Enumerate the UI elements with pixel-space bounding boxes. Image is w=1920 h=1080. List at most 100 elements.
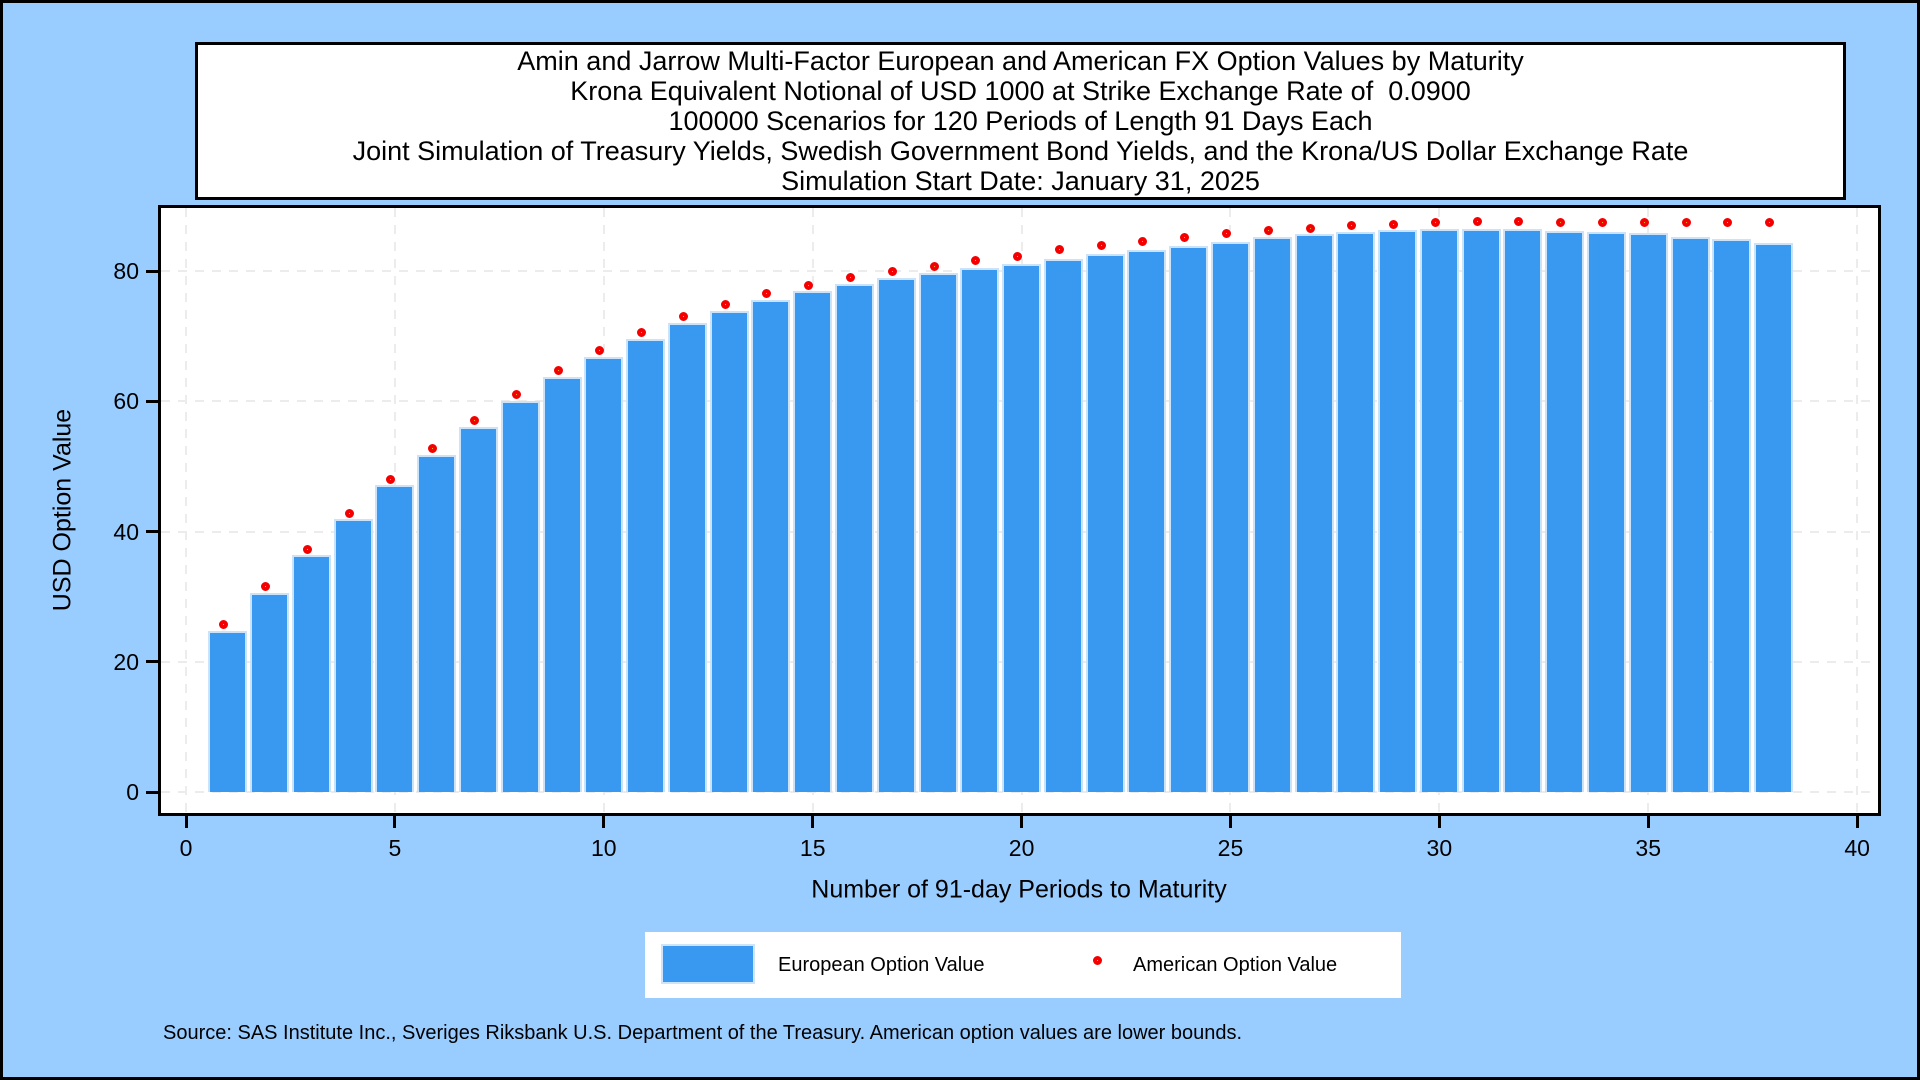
american-marker-period-34 [1597,217,1607,227]
x-tick-label: 10 [591,835,617,861]
american-marker-period-30 [1430,217,1440,227]
bar-period-25 [1210,241,1250,793]
source-note: Source: SAS Institute Inc., Sveriges Rik… [163,1022,1243,1044]
european-bar-swatch-icon [661,944,755,984]
bar-period-18 [918,273,958,793]
bar-period-6 [417,454,457,793]
bar-period-27 [1294,234,1334,793]
bar-period-5 [375,484,415,793]
x-tick-label: 0 [179,835,193,861]
bar-period-24 [1169,246,1209,793]
american-marker-period-13 [720,299,730,309]
bar-period-19 [960,267,1000,793]
y-tick-label: 0 [126,779,139,806]
bar-period-33 [1545,230,1585,793]
legend-label-european: European Option Value [778,954,985,976]
american-marker-period-1 [219,620,229,630]
x-tick-label: 15 [799,835,826,861]
bar-period-31 [1461,229,1501,793]
x-tick [1437,816,1441,828]
american-marker-period-20 [1013,252,1023,262]
x-tick-label: 25 [1217,835,1244,861]
y-tick-label: 20 [113,648,139,675]
y-tick-label: 40 [113,518,139,545]
american-marker-period-24 [1180,232,1190,242]
legend-label-american: American Option Value [1133,954,1338,976]
bar-period-15 [793,291,833,793]
american-marker-period-21 [1054,245,1064,255]
bar-period-29 [1378,230,1418,793]
american-marker-period-8 [511,390,521,400]
bar-period-37 [1712,238,1752,793]
title-line-4: Joint Simulation of Treasury Yields, Swe… [352,136,1689,166]
american-marker-period-10 [595,346,605,356]
american-marker-period-11 [637,327,647,337]
x-tick [602,816,606,828]
american-marker-period-27 [1305,223,1315,233]
plot-area [158,205,1881,816]
american-marker-icon [1093,956,1102,965]
x-gridline [185,208,188,813]
american-marker-period-37 [1723,217,1733,227]
american-marker-period-4 [344,508,354,518]
bar-period-38 [1754,243,1794,793]
x-tick [1228,816,1232,828]
x-tick-label: 35 [1635,835,1662,861]
bar-period-20 [1002,264,1042,793]
bar-period-35 [1628,233,1668,793]
bar-period-17 [876,278,916,793]
bar-period-10 [584,357,624,793]
x-axis-title: Number of 91-day Periods to Maturity [811,875,1227,904]
y-tick-label: 60 [113,388,139,415]
y-tick [146,399,158,403]
bar-period-30 [1419,229,1459,793]
american-marker-period-26 [1263,225,1273,235]
y-tick [146,530,158,534]
x-tick-label: 20 [1008,835,1035,861]
american-marker-period-23 [1138,237,1148,247]
american-marker-period-33 [1556,217,1566,227]
american-marker-period-22 [1096,241,1106,251]
bar-period-8 [500,401,540,793]
x-tick [1646,816,1650,828]
american-marker-period-17 [887,266,897,276]
y-tick-label: 80 [113,258,139,285]
bar-period-34 [1586,232,1626,793]
bar-period-13 [709,310,749,793]
x-tick [811,816,815,828]
x-tick-label: 30 [1426,835,1453,861]
american-marker-period-15 [804,280,814,290]
american-marker-period-38 [1765,217,1775,227]
title-line-2: Krona Equivalent Notional of USD 1000 at… [570,76,1471,106]
y-axis-title: USD Option Value [48,408,77,612]
bar-period-7 [458,426,498,793]
american-marker-period-2 [261,582,271,592]
american-marker-period-9 [553,365,563,375]
x-tick-label: 5 [388,835,402,861]
legend: European Option Value American Option Va… [645,932,1401,998]
bar-period-28 [1336,232,1376,793]
american-marker-period-7 [469,415,479,425]
bar-period-9 [542,376,582,793]
american-marker-period-6 [428,443,438,453]
bar-period-2 [250,592,290,793]
american-marker-period-16 [845,273,855,283]
title-line-5: Simulation Start Date: January 31, 2025 [781,166,1260,196]
american-marker-period-18 [929,262,939,272]
bar-period-1 [208,630,248,793]
bar-period-32 [1503,229,1543,793]
american-marker-period-32 [1514,217,1524,227]
bar-period-16 [834,284,874,793]
bar-period-12 [667,323,707,793]
bar-period-3 [291,555,331,793]
american-marker-period-12 [678,312,688,322]
x-tick [393,816,397,828]
american-marker-period-36 [1681,217,1691,227]
american-marker-period-35 [1639,217,1649,227]
bar-period-11 [626,338,666,793]
x-tick [1855,816,1859,828]
x-gridline [1856,208,1859,813]
american-marker-period-5 [386,474,396,484]
american-marker-period-3 [302,545,312,555]
